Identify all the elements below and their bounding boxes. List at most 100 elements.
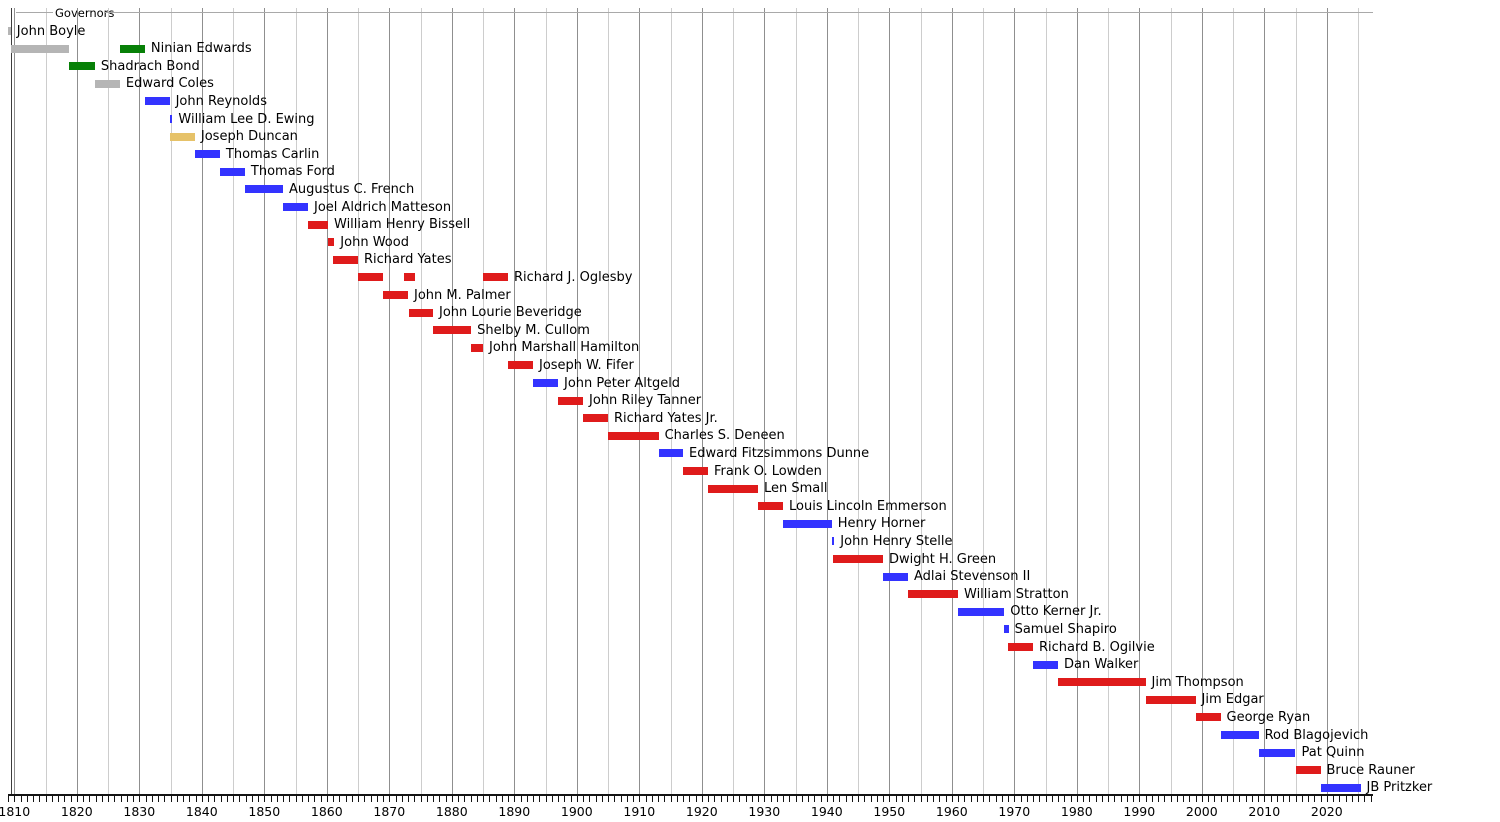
axis-tick bbox=[120, 796, 122, 802]
governor-name-label: John Peter Altgeld bbox=[564, 375, 681, 391]
axis-tick bbox=[826, 796, 828, 802]
axis-tick bbox=[395, 796, 397, 802]
term-bar bbox=[333, 255, 358, 264]
axis-tick bbox=[433, 796, 434, 802]
axis-tick bbox=[214, 796, 216, 802]
axis-tick bbox=[751, 796, 753, 802]
governor-name-label: Jim Edgar bbox=[1201, 692, 1264, 708]
term-bar bbox=[383, 291, 408, 299]
chart-title: Governors bbox=[55, 6, 115, 20]
axis-tick bbox=[1208, 796, 1209, 802]
governor-name-label: George Ryan bbox=[1226, 709, 1311, 725]
axis-tick bbox=[651, 796, 653, 802]
axis-tick bbox=[1033, 796, 1034, 802]
axis-tick bbox=[608, 796, 609, 802]
axis-tick bbox=[764, 796, 766, 802]
term-bar bbox=[483, 273, 508, 282]
axis-tick bbox=[70, 796, 72, 802]
axis-tick bbox=[1139, 796, 1141, 802]
axis-tick bbox=[470, 796, 472, 802]
governor-name-label: John Wood bbox=[340, 234, 409, 250]
governor-name-label: Joseph Duncan bbox=[200, 129, 298, 145]
axis-tick bbox=[1226, 796, 1228, 802]
axis-year-label: 1900 bbox=[560, 804, 593, 819]
gridline-minor bbox=[1108, 8, 1109, 794]
axis-year-label: 1860 bbox=[310, 804, 343, 819]
axis-tick bbox=[908, 796, 909, 802]
axis-tick bbox=[789, 796, 791, 802]
term-bar bbox=[908, 590, 958, 599]
axis-tick bbox=[858, 796, 859, 802]
gridline-minor bbox=[733, 8, 734, 794]
axis-tick bbox=[364, 796, 366, 802]
axis-tick bbox=[1214, 796, 1216, 802]
axis-tick bbox=[520, 796, 522, 802]
gridline-minor bbox=[358, 8, 359, 794]
governor-name-label: Joseph W. Fifer bbox=[539, 357, 634, 373]
axis-tick bbox=[670, 796, 672, 802]
governor-name-label: Augustus C. French bbox=[289, 181, 415, 197]
governor-name-label: Shelby M. Cullom bbox=[477, 322, 590, 338]
axis-tick bbox=[926, 796, 928, 802]
gridline-decade bbox=[1326, 8, 1328, 794]
axis-tick bbox=[1264, 796, 1266, 802]
governor-name-label: John Henry Stelle bbox=[840, 533, 953, 549]
axis-tick bbox=[983, 796, 984, 802]
governor-name-label: Richard Yates Jr. bbox=[614, 410, 718, 426]
governor-name-label: John Lourie Beveridge bbox=[439, 305, 582, 321]
axis-tick bbox=[270, 796, 272, 802]
axis-tick bbox=[864, 796, 866, 802]
axis-tick bbox=[208, 796, 209, 802]
axis-tick bbox=[1051, 796, 1053, 802]
governor-name-label: Joel Aldrich Matteson bbox=[314, 199, 452, 215]
axis-tick bbox=[658, 796, 659, 802]
gridline-minor bbox=[608, 8, 609, 794]
axis-tick bbox=[945, 796, 947, 802]
axis-tick bbox=[383, 796, 384, 802]
axis-tick bbox=[501, 796, 503, 802]
axis-tick bbox=[989, 796, 991, 802]
axis-tick bbox=[770, 796, 772, 802]
axis-tick bbox=[126, 796, 128, 802]
axis-tick bbox=[95, 796, 97, 802]
axis-tick bbox=[964, 796, 966, 802]
gridline-minor bbox=[1170, 8, 1172, 794]
axis-tick bbox=[883, 796, 884, 802]
gridline-decade bbox=[1076, 8, 1078, 794]
term-bar bbox=[583, 414, 608, 423]
axis-tick bbox=[239, 796, 241, 802]
governor-name-label: William Lee D. Ewing bbox=[178, 111, 315, 127]
axis-tick bbox=[445, 796, 447, 802]
gridline-decade bbox=[264, 8, 266, 794]
governor-name-label: Edward Fitzsimmons Dunne bbox=[689, 445, 870, 461]
axis-tick bbox=[1320, 796, 1322, 802]
axis-tick bbox=[508, 796, 509, 802]
axis-tick bbox=[1283, 796, 1284, 802]
term-bar bbox=[69, 62, 95, 71]
governor-name-label: William Stratton bbox=[964, 586, 1069, 602]
axis-tick bbox=[639, 796, 641, 802]
gridline-decade bbox=[139, 8, 141, 794]
axis-tick bbox=[1101, 796, 1103, 802]
axis-tick bbox=[426, 796, 428, 802]
axis-year-label: 1910 bbox=[623, 804, 656, 819]
governor-name-label: Henry Horner bbox=[837, 516, 926, 532]
term-bar bbox=[244, 185, 283, 194]
axis-tick bbox=[1258, 796, 1259, 802]
axis-tick bbox=[895, 796, 897, 802]
governor-name-label: Richard B. Ogilvie bbox=[1039, 639, 1155, 655]
axis-year-label: 1960 bbox=[935, 804, 968, 819]
axis-tick bbox=[726, 796, 728, 802]
gridline-decade bbox=[389, 8, 391, 794]
axis-tick bbox=[1026, 796, 1028, 802]
governor-name-label: Dan Walker bbox=[1064, 657, 1139, 673]
axis-tick bbox=[1370, 796, 1372, 802]
axis-tick bbox=[301, 796, 303, 802]
axis-year-label: 1970 bbox=[998, 804, 1031, 819]
axis-tick bbox=[839, 796, 841, 802]
term-bar bbox=[471, 343, 483, 352]
axis-line bbox=[8, 794, 1373, 796]
axis-year-label: 1870 bbox=[373, 804, 406, 819]
axis-tick bbox=[1170, 796, 1172, 802]
axis-tick bbox=[314, 796, 316, 802]
